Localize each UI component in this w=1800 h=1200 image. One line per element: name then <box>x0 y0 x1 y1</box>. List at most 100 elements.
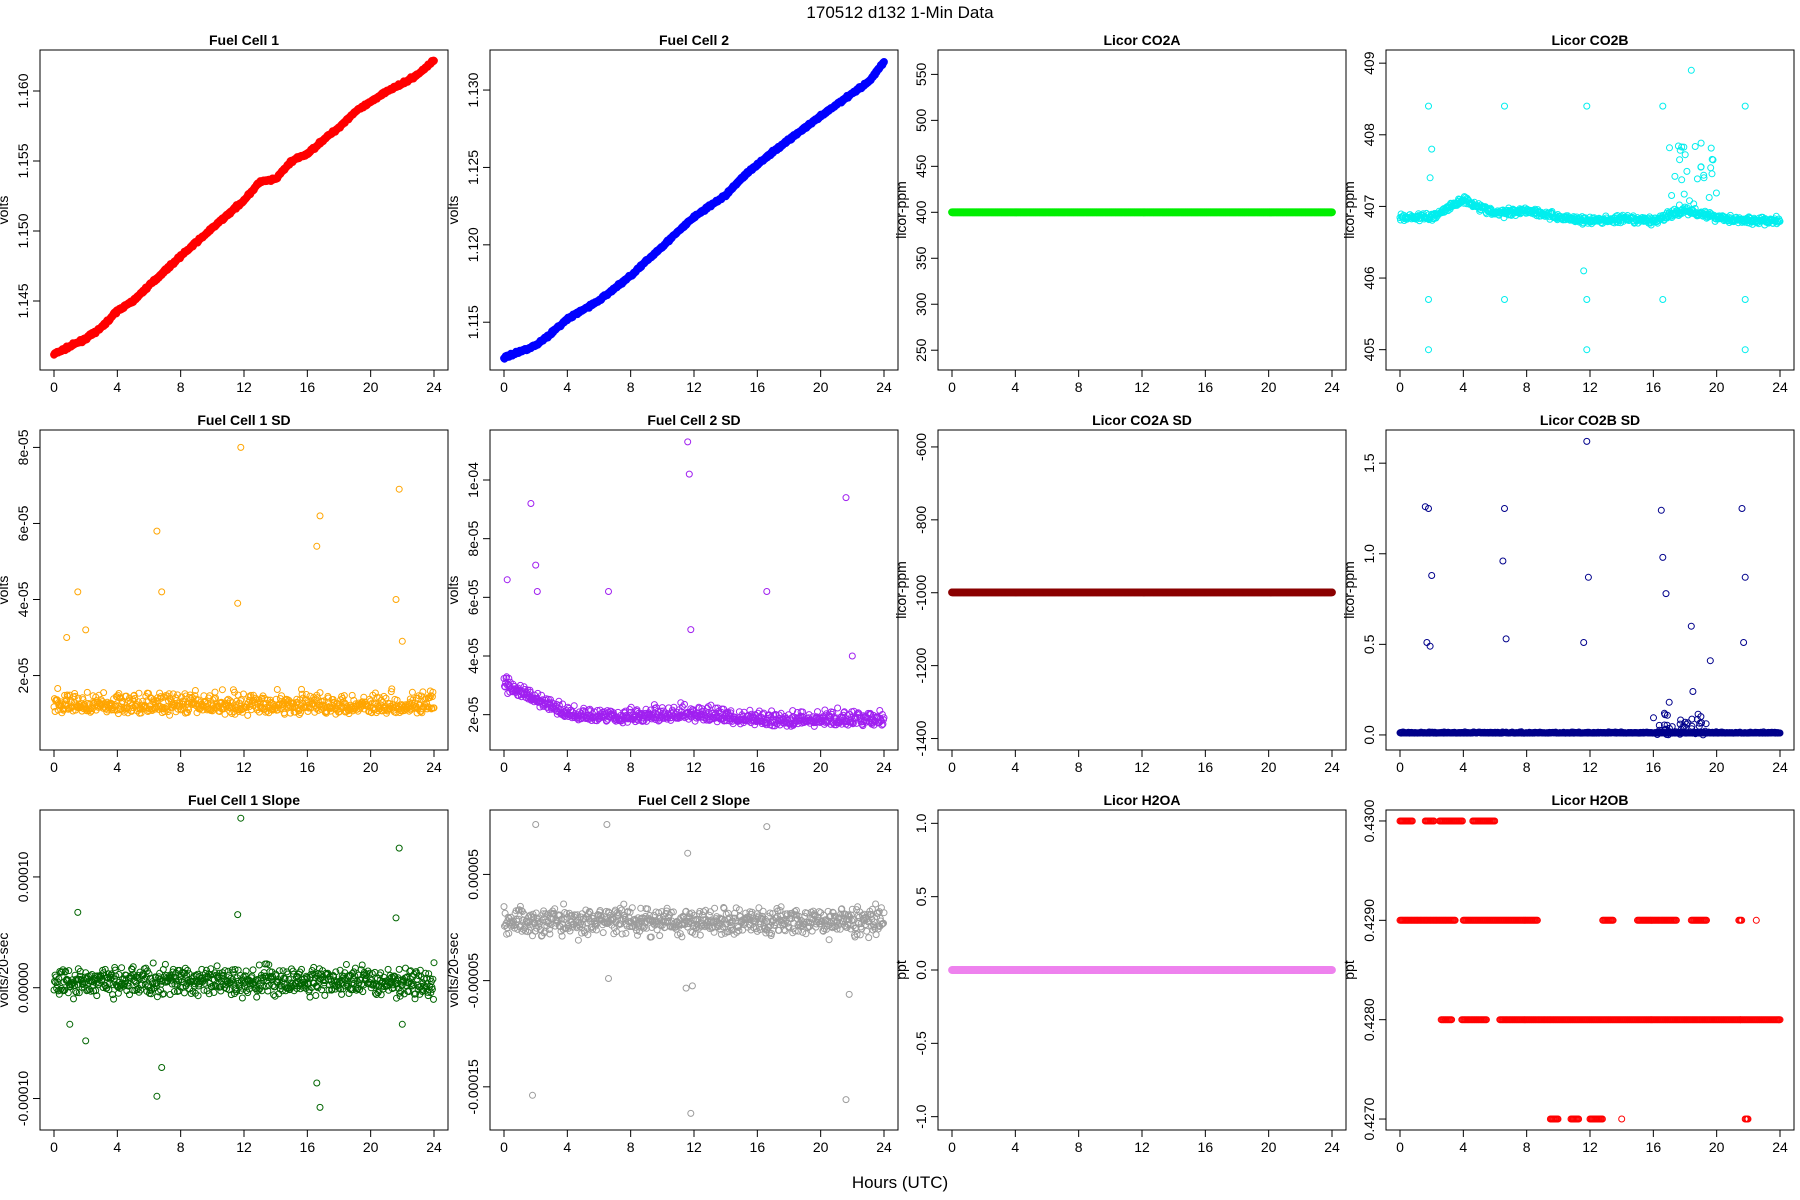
x-tick-label: 12 <box>686 379 702 395</box>
data-point <box>527 500 535 507</box>
panel-fuel-cell-1-sd: Fuel Cell 1 SD0 4 8 12 16 20 242e-054e-056e-05… <box>0 412 449 775</box>
data-point <box>1328 208 1336 217</box>
data-point <box>685 470 693 478</box>
data-point <box>677 699 685 707</box>
data-point <box>503 576 511 584</box>
x-tick-label: 12 <box>236 759 252 775</box>
x-tick-label: 16 <box>300 379 316 395</box>
data-point <box>1741 102 1749 110</box>
data-point <box>1668 192 1676 199</box>
data-point <box>395 485 403 493</box>
y-axis-label: volts <box>445 576 461 605</box>
data-point <box>1425 296 1432 303</box>
data-point <box>316 512 324 520</box>
data-point <box>1580 267 1588 275</box>
y-axis-label: volts <box>0 196 11 225</box>
y-axis-label: licor-ppm <box>1341 181 1357 239</box>
x-tick-label: 24 <box>876 379 892 395</box>
data-point <box>1691 143 1699 150</box>
data-point <box>763 588 771 595</box>
data-point <box>1707 164 1715 172</box>
data-points <box>50 56 438 359</box>
x-tick-label: 4 <box>113 379 121 395</box>
y-tick-label: 550 <box>913 62 929 86</box>
data-point <box>834 704 842 712</box>
x-tick-label: 12 <box>1134 379 1150 395</box>
y-tick-label: -1200 <box>913 648 929 684</box>
y-tick-label: 1.120 <box>465 227 481 262</box>
y-tick-label: -1000 <box>913 575 929 611</box>
data-point <box>605 588 612 595</box>
data-point <box>687 626 695 634</box>
data-point <box>842 494 850 502</box>
x-tick-label: 24 <box>1324 759 1340 775</box>
y-tick-label: 1.115 <box>465 305 481 339</box>
data-point <box>1741 346 1749 354</box>
x-tick-label: 4 <box>1459 379 1467 395</box>
y-tick-label: 405 <box>1361 338 1377 362</box>
data-point <box>237 443 245 451</box>
x-tick-label: 16 <box>750 759 766 775</box>
x-tick-label: 24 <box>1772 379 1788 395</box>
y-tick-label: 406 <box>1361 266 1377 290</box>
data-points <box>500 438 888 730</box>
panel-fuel-cell-2: Fuel Cell 20 4 8 12 16 20 241.1151.1201.1251.1… <box>445 32 899 395</box>
y-tick-label: 1.150 <box>15 213 31 248</box>
data-point <box>100 689 108 697</box>
y-tick-label: 300 <box>913 292 929 316</box>
data-point <box>398 637 406 645</box>
y-tick-label: 2e-05 <box>15 657 31 693</box>
data-point <box>166 711 174 719</box>
data-point <box>1671 172 1679 180</box>
x-tick-label: 24 <box>876 759 892 775</box>
data-point <box>848 652 856 660</box>
y-tick-label: 1.160 <box>15 73 31 108</box>
data-point <box>1676 156 1684 164</box>
data-point <box>1705 194 1713 201</box>
x-tick-label: 20 <box>363 379 379 395</box>
x-tick-label: 4 <box>1011 379 1019 395</box>
data-point <box>1686 197 1693 205</box>
data-point <box>1425 346 1432 354</box>
data-point <box>1681 151 1689 159</box>
data-point <box>430 56 438 65</box>
data-point <box>1678 176 1686 184</box>
data-point <box>1583 102 1591 110</box>
x-tick-label: 12 <box>1582 379 1598 395</box>
y-tick-label: 8e-05 <box>465 521 481 557</box>
panel-fuel-cell-2-sd: Fuel Cell 2 SD0 4 8 12 16 20 242e-054e-056e-05… <box>445 412 899 775</box>
x-tick-label: 12 <box>236 379 252 395</box>
data-point <box>880 58 888 66</box>
y-tick-label: 1.155 <box>15 143 31 178</box>
figure-title: 170512 d132 1-Min Data <box>806 3 994 22</box>
data-point <box>1659 102 1667 110</box>
x-tick-label: 0 <box>500 759 508 775</box>
x-tick-label: 24 <box>426 379 442 395</box>
data-point <box>158 588 166 596</box>
x-tick-label: 4 <box>563 759 571 775</box>
data-point <box>211 688 219 696</box>
y-axis-label: volts <box>0 576 11 605</box>
y-tick-label: 6e-05 <box>15 505 31 541</box>
x-tick-label: 12 <box>1134 759 1150 775</box>
y-tick-label: 450 <box>913 154 929 178</box>
data-point <box>684 438 692 446</box>
x-tick-label: 8 <box>627 379 635 395</box>
x-tick-label: 16 <box>1198 379 1214 395</box>
x-tick-label: 16 <box>750 379 766 395</box>
x-tick-label: 20 <box>1709 379 1725 395</box>
y-tick-label: -600 <box>913 433 929 461</box>
panel-title: Fuel Cell 1 SD <box>197 412 290 428</box>
y-tick-label: 6e-05 <box>465 579 481 615</box>
x-tick-label: 8 <box>1075 759 1083 775</box>
x-tick-label: 20 <box>363 759 379 775</box>
y-tick-label: 1.145 <box>15 283 31 318</box>
x-tick-label: 24 <box>426 759 442 775</box>
panel-title: Fuel Cell 1 <box>209 32 279 48</box>
data-point <box>1666 144 1673 152</box>
data-point <box>1680 190 1688 198</box>
data-point <box>1712 189 1720 197</box>
x-tick-label: 24 <box>1324 379 1340 395</box>
